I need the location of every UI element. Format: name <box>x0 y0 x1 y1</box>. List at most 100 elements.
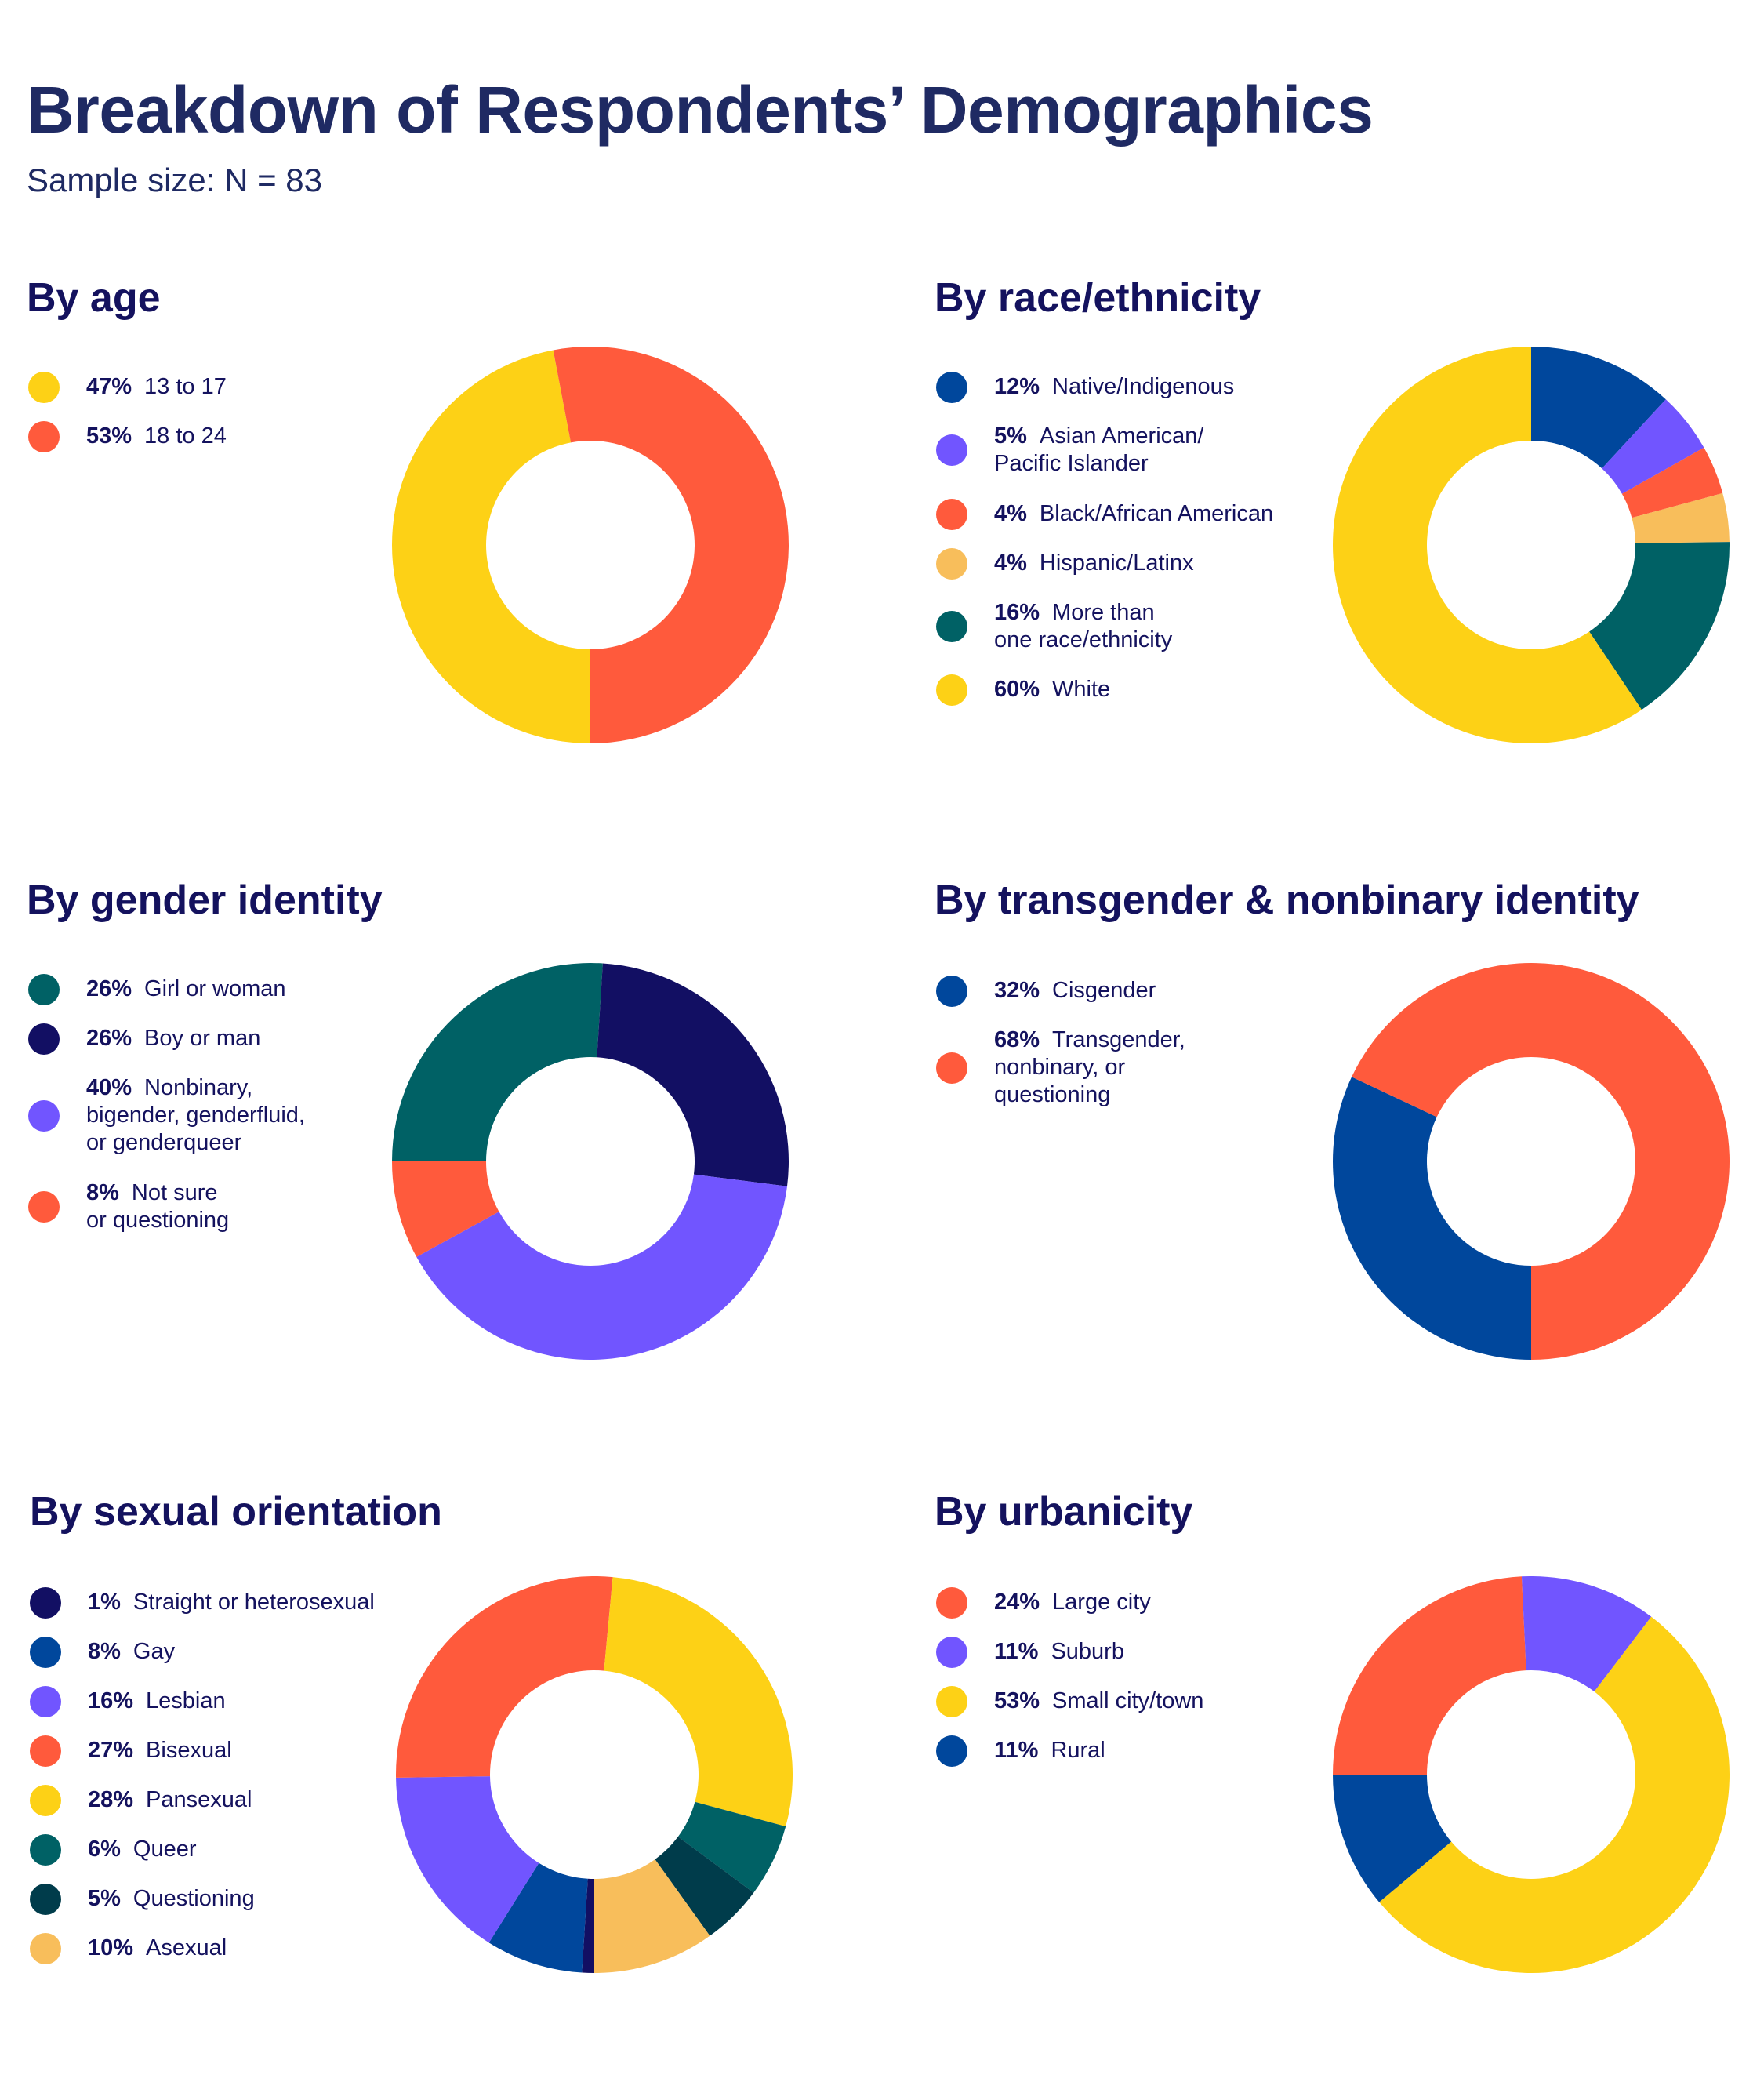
donut-slice-black-african-american <box>1621 447 1723 518</box>
legend-swatch <box>936 1685 967 1717</box>
legend-percent: 1% <box>88 1590 121 1615</box>
legend-percent: 26% <box>86 976 132 1001</box>
legend-percent: 8% <box>86 1180 119 1205</box>
legend-category-line: one race/ethnicity <box>994 627 1173 652</box>
legend-percent: 4% <box>994 550 1027 576</box>
legend-swatch <box>28 420 60 452</box>
legend-item: 16% More than one race/ethnicity <box>936 599 1172 654</box>
legend-category: Cisgender <box>1052 978 1156 1003</box>
donut-chart-by-age <box>392 347 789 743</box>
donut-slice-lesbian <box>396 1776 539 1943</box>
legend-swatch <box>30 1636 61 1668</box>
legend-percent: 26% <box>86 1026 132 1051</box>
panel-by-sexual-orientation: By sexual orientation <box>30 1488 912 2082</box>
legend-label: 4% Black/African American <box>994 500 1339 528</box>
legend-swatch <box>30 1932 61 1964</box>
donut-slice-straight-or-heterosexual <box>582 1878 594 1973</box>
legend-swatch <box>30 1833 61 1866</box>
legend-label: 6% Queer <box>88 1836 433 1863</box>
legend-percent: 24% <box>994 1590 1040 1615</box>
donut-slice-white <box>1333 347 1642 743</box>
legend-percent: 60% <box>994 677 1040 702</box>
legend-label: 12% Native/Indigenous <box>994 373 1339 401</box>
donut-slice-18-to-24 <box>553 347 789 743</box>
legend-swatch <box>28 1023 60 1055</box>
legend-label: 16% Lesbian <box>88 1688 433 1715</box>
panel-title: By gender identity <box>27 877 383 923</box>
legend-category: Black/African American <box>1039 501 1274 526</box>
legend-percent: 32% <box>994 978 1040 1003</box>
legend-label: 28% Pansexual <box>88 1786 433 1814</box>
donut-slice-asexual <box>594 1859 710 1973</box>
legend-swatch <box>936 1636 967 1668</box>
legend-label: 47% 13 to 17 <box>86 373 431 401</box>
panel-by-urbanicity: By urbanicity <box>935 1488 1764 2082</box>
legend-item: 11% Suburb <box>936 1636 1124 1668</box>
panel-title: By urbanicity <box>935 1489 1193 1535</box>
panel-title: By sexual orientation <box>30 1489 442 1535</box>
legend-item: 11% Rural <box>936 1735 1105 1767</box>
legend-swatch <box>28 1099 60 1132</box>
legend-swatch <box>28 1191 60 1223</box>
donut-slice-not-sure-or-questioning <box>392 1161 499 1257</box>
legend-swatch <box>936 371 967 403</box>
legend-category: Suburb <box>1051 1639 1124 1664</box>
legend-item: 4% Hispanic/Latinx <box>936 547 1194 580</box>
legend-category-line: bigender, genderfluid, <box>86 1103 305 1128</box>
legend-category: 18 to 24 <box>144 423 227 449</box>
donut-slice-queer <box>677 1801 786 1893</box>
legend-category-line: More than <box>1052 600 1155 625</box>
panel-title: By age <box>27 275 161 321</box>
legend-category-line: Pacific Islander <box>994 451 1149 476</box>
panel-title: By transgender & nonbinary identity <box>935 877 1639 923</box>
donut-slice-more-than-one-race-ethnicity <box>1589 542 1730 710</box>
legend-category: Gay <box>132 1639 176 1664</box>
legend-item: 5% Questioning <box>30 1883 255 1915</box>
legend-item: 24% Large city <box>936 1586 1151 1619</box>
legend-item: 6% Queer <box>30 1833 197 1866</box>
legend-percent: 40% <box>86 1075 132 1100</box>
legend-percent: 28% <box>88 1787 134 1812</box>
legend-category-line: Not sure <box>131 1180 218 1205</box>
donut-slice-bisexual <box>396 1576 613 1778</box>
legend-label: 8% Gay <box>88 1638 433 1666</box>
page-subtitle: Sample size: N = 83 <box>27 162 323 198</box>
donut-chart-by-transgender-nonbinary <box>1333 963 1730 1360</box>
page-title: Breakdown of Respondents’ Demographics <box>27 73 1374 147</box>
legend-percent: 4% <box>994 501 1027 526</box>
legend-label: 8% Not sure or questioning <box>86 1179 431 1234</box>
legend-label: 60% White <box>994 676 1339 703</box>
donut-slice-asian-american-pacific-islander <box>1602 399 1704 494</box>
legend-category: Boy or man <box>144 1026 261 1051</box>
legend-swatch <box>30 1586 61 1619</box>
legend-percent: 12% <box>994 374 1040 399</box>
legend-item: 10% Asexual <box>30 1932 227 1964</box>
legend-swatch <box>28 371 60 403</box>
legend-percent: 16% <box>88 1688 134 1713</box>
donut-slice-gay <box>488 1862 588 1973</box>
legend-category: Girl or woman <box>144 976 286 1001</box>
legend-swatch <box>936 674 967 706</box>
legend-percent: 53% <box>86 423 132 449</box>
legend-label: 26% Girl or woman <box>86 976 431 1003</box>
legend-swatch <box>30 1883 61 1915</box>
legend-percent: 10% <box>88 1935 134 1960</box>
legend-percent: 16% <box>994 600 1040 625</box>
legend-swatch <box>30 1685 61 1717</box>
legend-label: 11% Rural <box>994 1737 1339 1764</box>
donut-slice-suburb <box>1521 1576 1652 1692</box>
donut-slice-nonbinary-bigender-genderfluid-or-genderqueer <box>416 1174 788 1360</box>
legend-category: Asexual <box>146 1935 227 1960</box>
legend-item: 47% 13 to 17 <box>28 371 227 403</box>
legend-swatch <box>28 973 60 1005</box>
legend-item: 16% Lesbian <box>30 1685 226 1717</box>
legend-swatch <box>936 1052 967 1084</box>
legend-category: 13 to 17 <box>144 374 227 399</box>
legend-item: 4% Black/African American <box>936 498 1273 530</box>
legend-category: Queer <box>132 1837 197 1862</box>
donut-slice-large-city <box>1333 1576 1526 1775</box>
legend-item: 27% Bisexual <box>30 1735 232 1767</box>
donut-slice-girl-or-woman <box>392 963 603 1161</box>
donut-chart-by-sexual-orientation <box>396 1576 793 1973</box>
donut-chart-by-gender-identity <box>392 963 789 1360</box>
